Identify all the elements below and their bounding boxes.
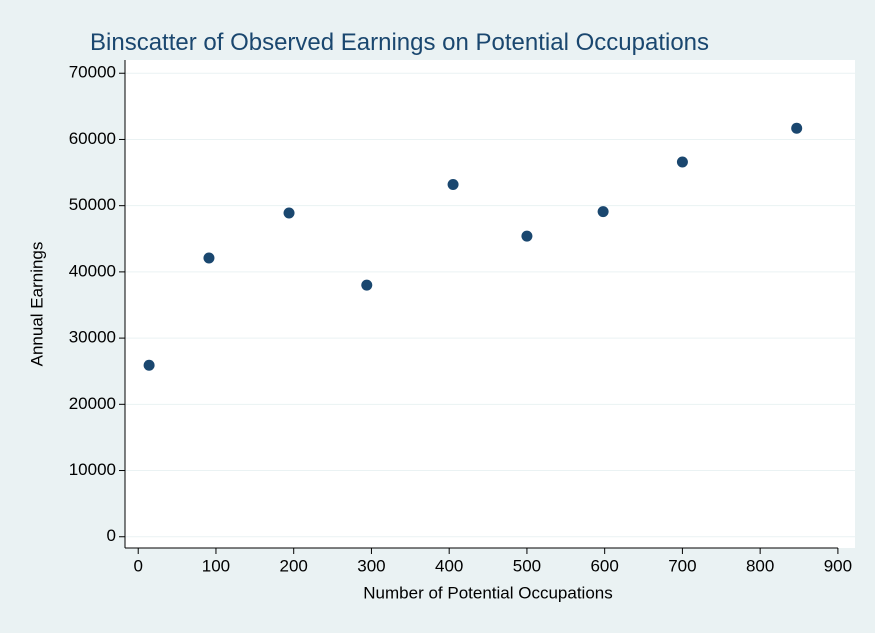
x-tick-label: 300 bbox=[357, 556, 385, 575]
x-tick-label: 0 bbox=[133, 556, 142, 575]
y-axis-label: Annual Earnings bbox=[27, 242, 46, 367]
y-tick-label: 10000 bbox=[69, 460, 116, 479]
chart-title: Binscatter of Observed Earnings on Poten… bbox=[90, 29, 709, 56]
x-tick-label: 400 bbox=[435, 556, 463, 575]
x-tick-label: 100 bbox=[202, 556, 230, 575]
x-axis-label: Number of Potential Occupations bbox=[363, 583, 612, 602]
plot-area bbox=[125, 60, 855, 548]
y-tick-label: 60000 bbox=[69, 129, 116, 148]
point bbox=[203, 252, 215, 264]
x-tick-label: 200 bbox=[280, 556, 308, 575]
x-tick-label: 600 bbox=[590, 556, 618, 575]
point bbox=[283, 207, 295, 219]
y-tick-label: 40000 bbox=[69, 261, 116, 280]
point bbox=[143, 359, 155, 371]
x-tick-label: 700 bbox=[668, 556, 696, 575]
point bbox=[361, 279, 373, 291]
point bbox=[521, 230, 533, 242]
y-tick-label: 20000 bbox=[69, 394, 116, 413]
x-tick-label: 800 bbox=[746, 556, 774, 575]
point bbox=[676, 156, 688, 168]
point bbox=[597, 206, 609, 218]
y-tick-label: 30000 bbox=[69, 328, 116, 347]
x-tick-label: 900 bbox=[824, 556, 852, 575]
point bbox=[791, 122, 803, 134]
x-tick-label: 500 bbox=[513, 556, 541, 575]
y-tick-label: 70000 bbox=[69, 63, 116, 82]
y-tick-label: 50000 bbox=[69, 195, 116, 214]
point bbox=[447, 178, 459, 190]
y-tick-label: 0 bbox=[107, 526, 116, 545]
